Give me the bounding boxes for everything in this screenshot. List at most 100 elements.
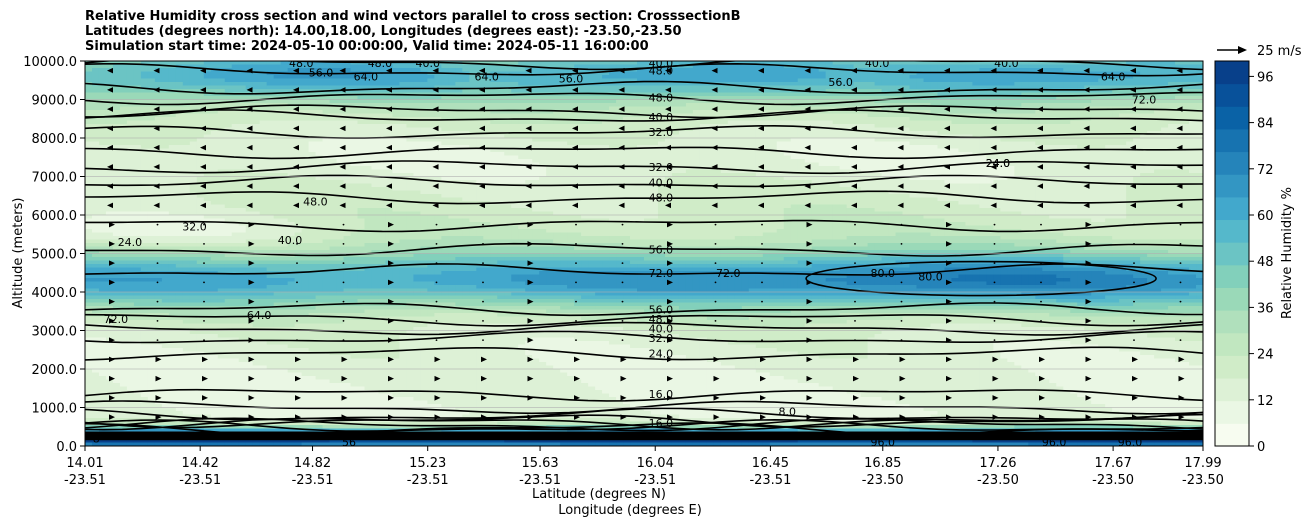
humidity-cell	[979, 113, 987, 118]
humidity-cell	[1028, 152, 1036, 157]
humidity-cell	[112, 120, 121, 125]
humidity-cell	[476, 113, 484, 118]
humidity-cell	[217, 110, 226, 115]
humidity-cell	[818, 159, 827, 164]
humidity-cell	[413, 124, 421, 129]
humidity-cell	[539, 99, 547, 104]
humidity-cell	[874, 68, 883, 73]
humidity-cell	[776, 64, 785, 69]
humidity-cell	[623, 131, 631, 136]
humidity-cell	[1007, 141, 1015, 146]
humidity-cell	[986, 71, 994, 76]
humidity-cell	[979, 155, 987, 160]
humidity-cell	[818, 106, 827, 111]
humidity-cell	[727, 117, 736, 122]
humidity-cell	[769, 134, 778, 139]
humidity-cell	[322, 138, 331, 143]
humidity-cell	[1168, 141, 1176, 146]
humidity-cell	[609, 71, 617, 76]
humidity-cell	[706, 138, 715, 143]
humidity-cell	[1140, 68, 1148, 73]
humidity-cell	[91, 169, 100, 174]
humidity-cell	[525, 110, 533, 115]
humidity-cell	[937, 117, 946, 122]
humidity-cell	[476, 127, 484, 132]
humidity-cell	[476, 75, 484, 80]
humidity-cell	[972, 82, 980, 87]
humidity-cell	[1126, 148, 1134, 153]
humidity-cell	[1035, 120, 1043, 125]
humidity-cell	[1028, 145, 1036, 150]
humidity-cell	[1126, 64, 1134, 69]
humidity-cell	[1091, 78, 1099, 83]
humidity-cell	[1182, 75, 1190, 80]
humidity-cell	[706, 124, 715, 129]
humidity-cell	[511, 134, 519, 139]
humidity-cell	[126, 64, 135, 69]
humidity-cell	[252, 159, 261, 164]
humidity-cell	[685, 134, 694, 139]
humidity-cell	[553, 134, 561, 139]
humidity-cell	[532, 99, 540, 104]
humidity-cell	[245, 71, 254, 76]
humidity-cell	[804, 124, 813, 129]
humidity-cell	[965, 145, 974, 150]
humidity-cell	[762, 96, 771, 101]
humidity-cell	[161, 75, 170, 80]
humidity-cell	[993, 166, 1001, 171]
humidity-cell	[147, 159, 156, 164]
humidity-cell	[462, 85, 470, 90]
humidity-cell	[790, 75, 799, 80]
humidity-cell	[497, 110, 505, 115]
humidity-cell	[783, 99, 792, 104]
humidity-cell	[1000, 145, 1008, 150]
humidity-cell	[769, 110, 778, 115]
humidity-cell	[790, 78, 799, 83]
humidity-cell	[581, 68, 589, 73]
humidity-cell	[602, 71, 610, 76]
humidity-cell	[748, 64, 757, 69]
humidity-cell	[671, 103, 680, 108]
humidity-cell	[1091, 82, 1099, 87]
humidity-cell	[818, 141, 827, 146]
humidity-cell	[455, 78, 463, 83]
humidity-cell	[832, 134, 841, 139]
humidity-cell	[818, 64, 827, 69]
humidity-cell	[490, 103, 498, 108]
humidity-cell	[609, 155, 617, 160]
humidity-cell	[469, 64, 477, 69]
humidity-cell	[867, 131, 876, 136]
humidity-cell	[462, 78, 470, 83]
humidity-cell	[755, 61, 764, 66]
humidity-cell	[448, 145, 456, 150]
humidity-cell	[112, 89, 121, 94]
humidity-cell	[1105, 89, 1113, 94]
humidity-cell	[322, 124, 331, 129]
humidity-cell	[790, 71, 799, 76]
humidity-cell	[832, 92, 841, 97]
humidity-cell	[1098, 131, 1106, 136]
humidity-cell	[91, 68, 100, 73]
humidity-cell	[217, 155, 226, 160]
humidity-cell	[1140, 141, 1148, 146]
humidity-cell	[315, 152, 324, 157]
humidity-cell	[741, 141, 750, 146]
humidity-cell	[399, 99, 408, 104]
humidity-cell	[602, 155, 610, 160]
humidity-cell	[748, 159, 757, 164]
humidity-cell	[902, 89, 911, 94]
humidity-cell	[1084, 162, 1092, 167]
humidity-cell	[713, 71, 722, 76]
humidity-cell	[308, 61, 317, 66]
humidity-cell	[1161, 103, 1169, 108]
humidity-cell	[252, 89, 261, 94]
humidity-cell	[902, 162, 911, 167]
humidity-cell	[1175, 148, 1183, 153]
humidity-cell	[525, 124, 533, 129]
humidity-cell	[119, 148, 128, 153]
humidity-cell	[909, 117, 918, 122]
humidity-cell	[112, 96, 121, 101]
humidity-cell	[1084, 134, 1092, 139]
humidity-cell	[1014, 78, 1022, 83]
humidity-cell	[1189, 134, 1197, 139]
